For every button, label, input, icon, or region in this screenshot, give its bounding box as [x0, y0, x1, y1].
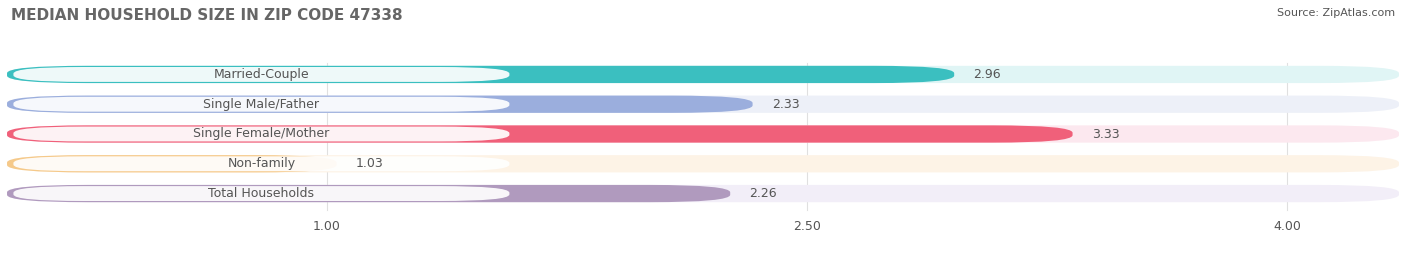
FancyBboxPatch shape: [7, 125, 1399, 143]
Text: Non-family: Non-family: [228, 157, 295, 170]
FancyBboxPatch shape: [7, 125, 1073, 143]
FancyBboxPatch shape: [14, 67, 509, 82]
Text: 1.03: 1.03: [356, 157, 384, 170]
FancyBboxPatch shape: [7, 66, 1399, 83]
FancyBboxPatch shape: [7, 155, 336, 172]
FancyBboxPatch shape: [7, 185, 1399, 202]
Text: Source: ZipAtlas.com: Source: ZipAtlas.com: [1277, 8, 1395, 18]
Text: 3.33: 3.33: [1092, 128, 1119, 140]
FancyBboxPatch shape: [14, 97, 509, 112]
Text: 2.33: 2.33: [772, 98, 800, 111]
FancyBboxPatch shape: [7, 185, 730, 202]
FancyBboxPatch shape: [7, 155, 1399, 172]
FancyBboxPatch shape: [7, 66, 955, 83]
Text: Married-Couple: Married-Couple: [214, 68, 309, 81]
FancyBboxPatch shape: [7, 96, 752, 113]
Text: 2.26: 2.26: [749, 187, 778, 200]
Text: MEDIAN HOUSEHOLD SIZE IN ZIP CODE 47338: MEDIAN HOUSEHOLD SIZE IN ZIP CODE 47338: [11, 8, 404, 23]
FancyBboxPatch shape: [14, 126, 509, 142]
Text: Single Male/Father: Single Male/Father: [204, 98, 319, 111]
Text: Total Households: Total Households: [208, 187, 315, 200]
Text: Single Female/Mother: Single Female/Mother: [193, 128, 329, 140]
Text: 2.96: 2.96: [973, 68, 1001, 81]
FancyBboxPatch shape: [7, 96, 1399, 113]
FancyBboxPatch shape: [14, 156, 509, 171]
FancyBboxPatch shape: [14, 186, 509, 201]
